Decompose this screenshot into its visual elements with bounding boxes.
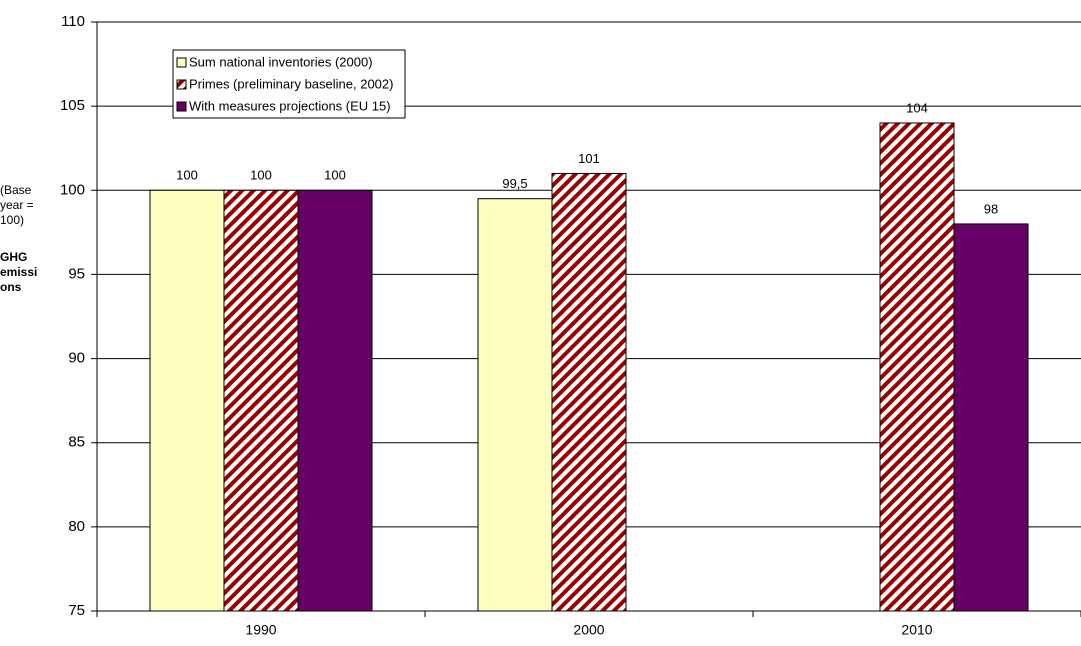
y-tick-label: 85 [68, 434, 85, 451]
bar [879, 122, 955, 612]
legend-box [172, 49, 406, 119]
x-tick-label: 2000 [573, 622, 604, 638]
legend-label: Sum national inventories (2000) [189, 54, 373, 69]
y-tick-label: 90 [68, 350, 85, 367]
y-tick-label: 95 [68, 265, 85, 282]
y-tick-label: 75 [68, 602, 85, 619]
y-axis-title: GHG emissions [0, 250, 38, 294]
x-tick-label: 1990 [245, 622, 276, 638]
bar [297, 189, 373, 612]
y-tick-label: 110 [61, 13, 85, 30]
data-label: 104 [906, 100, 928, 115]
bar [223, 189, 299, 612]
legend-label: With measures projections (EU 15) [189, 98, 391, 113]
legend-swatch [176, 57, 187, 68]
legend-swatch [176, 79, 187, 90]
legend-swatch [176, 101, 187, 112]
bar [477, 198, 553, 612]
y-axis-note: (Base year = 100) [0, 183, 34, 227]
y-tick-label: 105 [60, 97, 85, 114]
x-tick-label: 2010 [901, 622, 932, 638]
y-tick-label: 100 [60, 181, 85, 198]
legend-label: Primes (preliminary baseline, 2002) [189, 76, 393, 91]
data-label: 100 [176, 168, 198, 183]
bar [149, 189, 225, 612]
bar [953, 223, 1029, 612]
data-label: 100 [324, 168, 346, 183]
data-label: 99,5 [502, 176, 527, 191]
data-label: 101 [578, 151, 600, 166]
y-tick-label: 80 [68, 518, 85, 535]
data-label: 100 [250, 168, 272, 183]
data-label: 98 [984, 201, 998, 216]
bar [551, 172, 627, 612]
